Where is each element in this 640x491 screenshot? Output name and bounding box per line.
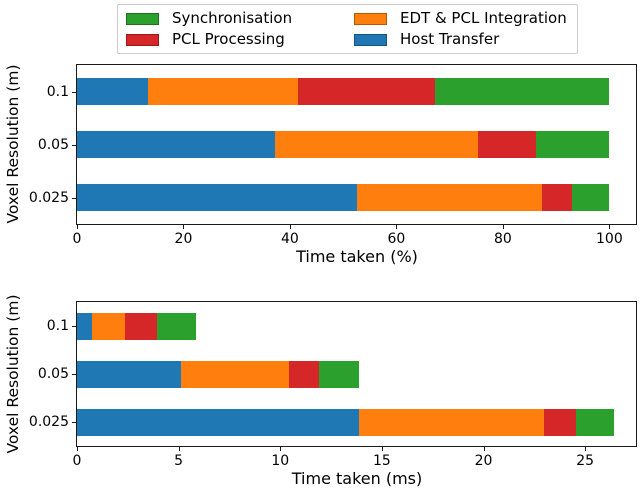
- bar-segment-edt-pcl-integration: [275, 131, 479, 158]
- x-tick-mark: [280, 447, 282, 451]
- legend-label: EDT & PCL Integration: [400, 9, 567, 27]
- legend-swatch-host-transfer-icon: [354, 33, 387, 46]
- bar-segment-host-transfer: [77, 408, 360, 436]
- bar-segment-synchronisation: [536, 131, 610, 158]
- x-tick-label: 40: [281, 231, 299, 247]
- y-tick-label: 0.1: [46, 83, 69, 100]
- y-tick-label: 0.025: [28, 414, 69, 430]
- legend-label: Host Transfer: [400, 30, 500, 48]
- bar-segment-edt-pcl-integration: [181, 360, 289, 388]
- legend-swatch-edt-pcl-integration-icon: [354, 12, 387, 25]
- bar-segment-host-transfer: [77, 78, 149, 105]
- x-tick-mark: [289, 225, 291, 229]
- bar-segment-host-transfer: [77, 131, 276, 158]
- bar-segment-synchronisation: [572, 184, 610, 211]
- y-tick-label: 0.025: [28, 189, 69, 206]
- stacked-bar-0-025: [77, 184, 610, 211]
- stacked-bar-0-1: [77, 78, 610, 105]
- x-tick-mark: [396, 225, 398, 229]
- legend-label: PCL Processing: [172, 30, 285, 48]
- x-tick-mark: [178, 447, 180, 451]
- x-tick-label: 60: [387, 231, 406, 247]
- stacked-bar-0-05: [77, 131, 610, 158]
- stacked-bar-0-1: [77, 312, 197, 340]
- x-tick-mark: [585, 447, 587, 451]
- y-tick-mark: [72, 91, 76, 93]
- stacked-bar-0-025: [77, 408, 614, 436]
- legend: Synchronisation EDT & PCL Integration PC…: [117, 4, 578, 54]
- bar-segment-pcl-processing: [288, 360, 320, 388]
- bar-segment-pcl-processing: [542, 184, 573, 211]
- x-tick-label: 5: [174, 453, 184, 469]
- y-tick-label: 0.05: [37, 366, 69, 382]
- x-axis-label-top: Time taken (%): [296, 247, 418, 266]
- x-tick-label: 80: [493, 231, 512, 247]
- legend-label: Synchronisation: [172, 9, 293, 27]
- plot-area-percent: [76, 64, 637, 225]
- x-tick-label: 20: [174, 231, 193, 247]
- bar-segment-pcl-processing: [125, 312, 158, 340]
- y-tick-mark: [72, 144, 76, 146]
- bar-segment-synchronisation: [576, 408, 614, 436]
- y-tick-mark: [72, 197, 76, 199]
- x-tick-label: 100: [596, 231, 623, 247]
- bar-segment-edt-pcl-integration: [359, 408, 545, 436]
- bar-segment-host-transfer: [77, 360, 182, 388]
- x-tick-mark: [609, 225, 611, 229]
- legend-swatch-pcl-processing-icon: [126, 33, 159, 46]
- x-tick-label: 25: [576, 453, 595, 469]
- bar-segment-synchronisation: [157, 312, 197, 340]
- legend-swatch-synchronisation-icon: [126, 12, 159, 25]
- x-tick-label: 20: [474, 453, 493, 469]
- x-tick-mark: [381, 447, 383, 451]
- bar-segment-edt-pcl-integration: [357, 184, 543, 211]
- y-tick-mark: [72, 422, 76, 423]
- y-tick-label: 0.05: [37, 136, 69, 153]
- x-tick-mark: [502, 225, 504, 229]
- stacked-bar-0-05: [77, 360, 360, 388]
- bar-segment-host-transfer: [77, 184, 358, 211]
- bar-segment-pcl-processing: [544, 408, 576, 436]
- x-axis-label-bottom: Time taken (ms): [291, 469, 423, 488]
- bar-segment-host-transfer: [77, 312, 93, 340]
- legend-item: Synchronisation: [126, 8, 348, 29]
- legend-item: Host Transfer: [354, 29, 569, 50]
- bar-segment-pcl-processing: [478, 131, 537, 158]
- x-tick-mark: [183, 225, 185, 229]
- y-tick-label: 0.1: [46, 318, 69, 334]
- plot-area-ms: [76, 301, 637, 447]
- x-tick-mark: [77, 225, 78, 229]
- y-tick-mark: [72, 374, 76, 375]
- x-tick-mark: [77, 447, 78, 451]
- x-tick-label: 0: [72, 231, 82, 247]
- bar-segment-edt-pcl-integration: [92, 312, 126, 340]
- bar-segment-synchronisation: [435, 78, 610, 105]
- bar-segment-edt-pcl-integration: [148, 78, 299, 105]
- x-tick-mark: [483, 447, 485, 451]
- x-tick-label: 15: [372, 453, 391, 469]
- y-tick-mark: [72, 326, 76, 327]
- bar-segment-synchronisation: [319, 360, 360, 388]
- x-tick-label: 0: [72, 453, 82, 469]
- legend-item: PCL Processing: [126, 29, 348, 50]
- legend-item: EDT & PCL Integration: [354, 8, 569, 29]
- bar-segment-pcl-processing: [298, 78, 436, 105]
- x-tick-label: 10: [271, 453, 290, 469]
